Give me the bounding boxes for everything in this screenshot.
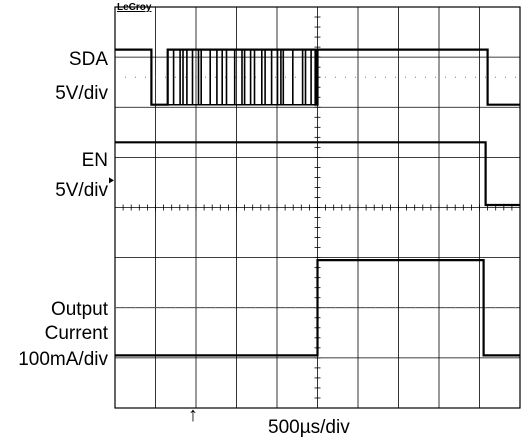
timebase-label: 500µs/div	[268, 417, 350, 438]
trace-output-current	[115, 259, 520, 357]
en-channel-marker	[109, 177, 114, 184]
trigger-marker: ↑	[188, 404, 198, 426]
en-name-label: EN	[81, 150, 108, 171]
output-scale-label: 100mA/div	[18, 349, 108, 370]
trace-en	[115, 141, 520, 207]
sda-scale-label: 5V/div	[55, 83, 108, 104]
output-name2-label: Current	[44, 323, 108, 344]
output-name-label: Output	[50, 299, 108, 320]
en-scale-label: 5V/div	[55, 180, 108, 201]
brand-logo: LeCroy	[117, 2, 152, 13]
trace-sda-data-burst	[167, 48, 317, 106]
sda-name-label: SDA	[68, 49, 108, 70]
